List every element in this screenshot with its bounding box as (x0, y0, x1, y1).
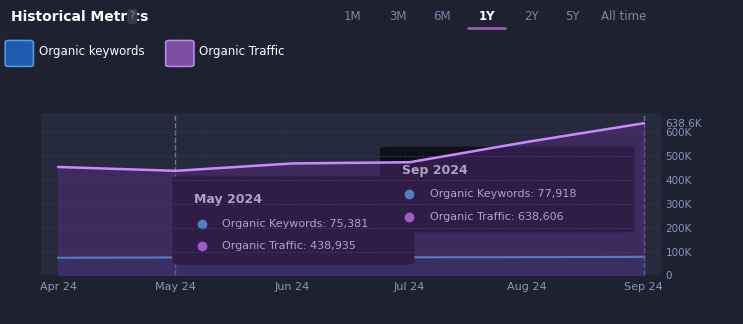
FancyBboxPatch shape (380, 146, 635, 233)
Text: ?: ? (130, 11, 134, 21)
Text: Historical Metrics: Historical Metrics (11, 10, 149, 24)
Text: 1M: 1M (344, 10, 362, 23)
Text: 1Y: 1Y (478, 10, 495, 23)
Text: 6M: 6M (433, 10, 451, 23)
Text: ✓: ✓ (174, 47, 183, 57)
Text: 5Y: 5Y (565, 10, 580, 23)
Text: Organic keywords: Organic keywords (39, 45, 144, 58)
Text: All time: All time (601, 10, 647, 23)
Text: Organic Traffic: 638,606: Organic Traffic: 638,606 (429, 212, 563, 222)
FancyBboxPatch shape (172, 176, 415, 265)
Text: ✓: ✓ (13, 47, 22, 57)
Text: Sep 2024: Sep 2024 (402, 164, 467, 177)
Text: 3M: 3M (389, 10, 406, 23)
Text: Organic Keywords: 75,381: Organic Keywords: 75,381 (222, 219, 369, 228)
Text: May 2024: May 2024 (194, 193, 262, 206)
Text: Organic Keywords: 77,918: Organic Keywords: 77,918 (429, 190, 576, 199)
Text: 2Y: 2Y (524, 10, 539, 23)
Text: Organic Traffic: Organic Traffic (199, 45, 285, 58)
Text: Organic Traffic: 438,935: Organic Traffic: 438,935 (222, 241, 356, 251)
